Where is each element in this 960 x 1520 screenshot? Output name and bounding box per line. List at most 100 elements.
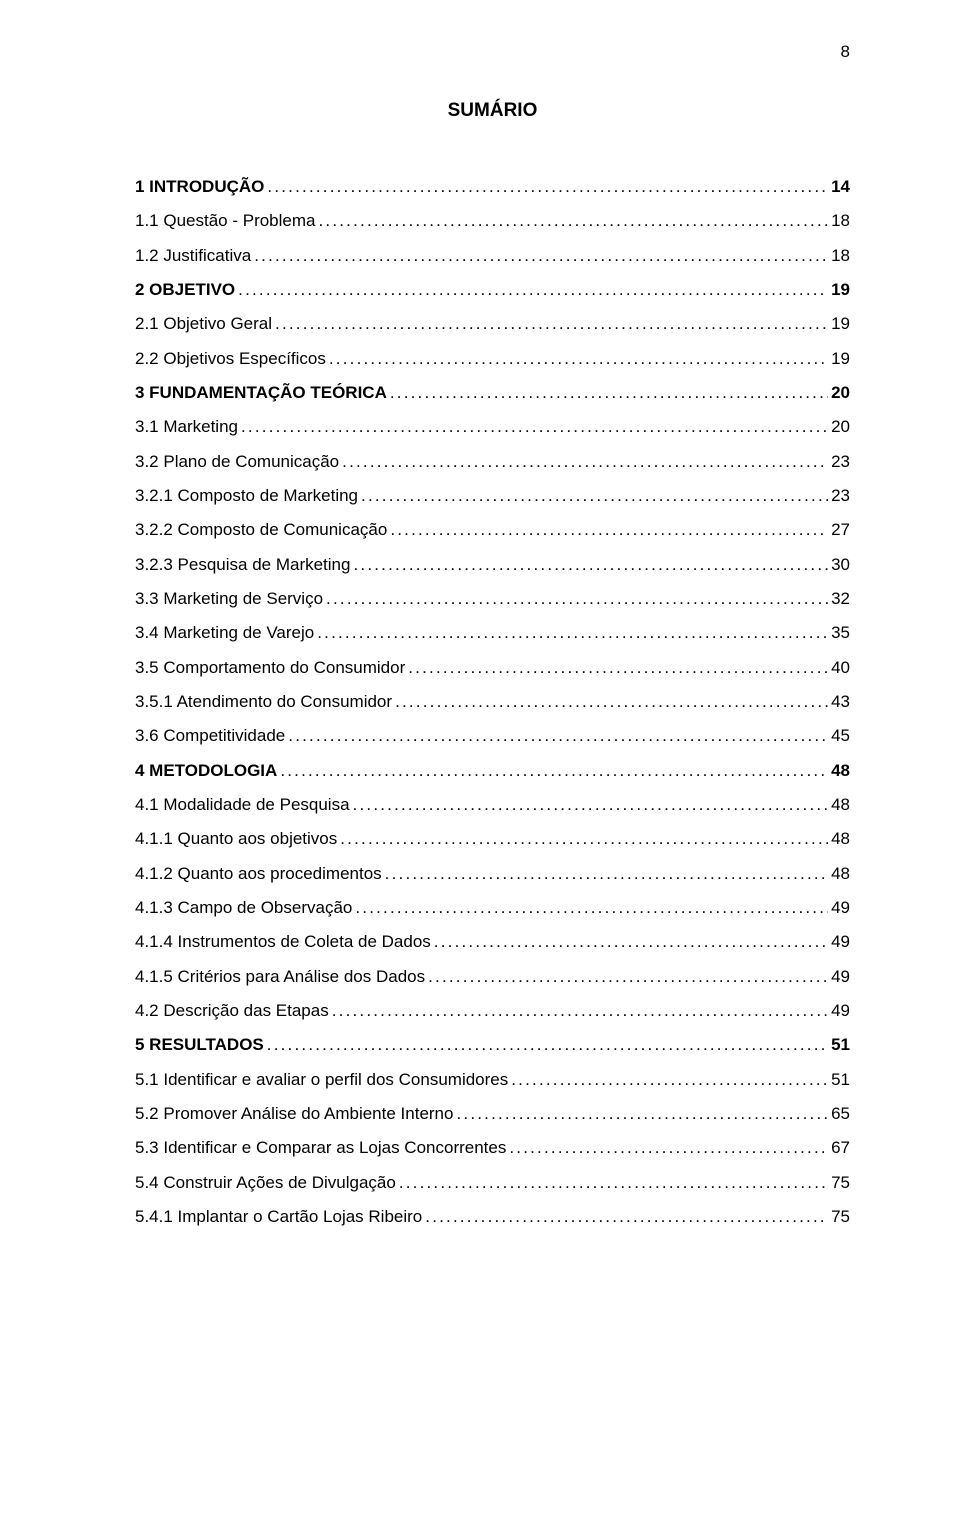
toc-entry-label: 3.2.2 Composto de Comunicação bbox=[135, 519, 387, 542]
toc-entry-label: 3.5 Comportamento do Consumidor bbox=[135, 657, 405, 680]
toc-leader-dots bbox=[425, 1206, 828, 1229]
toc-leader-dots bbox=[509, 1137, 828, 1160]
toc-row: 5.4.1 Implantar o Cartão Lojas Ribeiro 7… bbox=[135, 1206, 850, 1229]
toc-leader-dots bbox=[267, 176, 828, 199]
toc-entry-label: 4.1.3 Campo de Observação bbox=[135, 897, 352, 920]
toc-entry-label: 4.1 Modalidade de Pesquisa bbox=[135, 794, 350, 817]
toc-entry-label: 3.2.1 Composto de Marketing bbox=[135, 485, 358, 508]
toc-row: 3.1 Marketing 20 bbox=[135, 416, 850, 439]
toc-leader-dots bbox=[399, 1172, 828, 1195]
toc-entry-label: 4.1.5 Critérios para Análise dos Dados bbox=[135, 966, 425, 989]
toc-row: 3 FUNDAMENTAÇÃO TEÓRICA 20 bbox=[135, 382, 850, 405]
toc-entry-page: 51 bbox=[831, 1069, 850, 1092]
toc-entry-label: 1.1 Questão - Problema bbox=[135, 210, 315, 233]
toc-entry-page: 51 bbox=[831, 1034, 850, 1057]
toc-leader-dots bbox=[254, 245, 828, 268]
toc-entry-label: 3.2.3 Pesquisa de Marketing bbox=[135, 554, 350, 577]
toc-entry-label: 2.2 Objetivos Específicos bbox=[135, 348, 326, 371]
toc-entry-label: 4.2 Descrição das Etapas bbox=[135, 1000, 329, 1023]
toc-entry-page: 67 bbox=[831, 1137, 850, 1160]
toc-row: 5 RESULTADOS 51 bbox=[135, 1034, 850, 1057]
toc-entry-page: 20 bbox=[831, 416, 850, 439]
toc-entry-page: 19 bbox=[831, 279, 850, 302]
toc-entry-label: 4.1.1 Quanto aos objetivos bbox=[135, 828, 337, 851]
toc-leader-dots bbox=[361, 485, 828, 508]
toc-entry-page: 30 bbox=[831, 554, 850, 577]
toc-entry-label: 3.2 Plano de Comunicação bbox=[135, 451, 339, 474]
toc-entry-page: 48 bbox=[831, 760, 850, 783]
toc-entry-label: 2 OBJETIVO bbox=[135, 279, 235, 302]
toc-row: 3.5 Comportamento do Consumidor 40 bbox=[135, 657, 850, 680]
table-of-contents: 1 INTRODUÇÃO 14 1.1 Questão - Problema 18… bbox=[135, 176, 850, 1229]
toc-leader-dots bbox=[390, 519, 828, 542]
page-number: 8 bbox=[841, 42, 850, 62]
toc-row: 4.2 Descrição das Etapas 49 bbox=[135, 1000, 850, 1023]
toc-row: 3.2.3 Pesquisa de Marketing 30 bbox=[135, 554, 850, 577]
toc-row: 2.2 Objetivos Específicos 19 bbox=[135, 348, 850, 371]
toc-leader-dots bbox=[326, 588, 828, 611]
toc-entry-page: 49 bbox=[831, 1000, 850, 1023]
toc-entry-page: 48 bbox=[831, 794, 850, 817]
toc-leader-dots bbox=[428, 966, 828, 989]
toc-entry-page: 19 bbox=[831, 313, 850, 336]
toc-entry-page: 75 bbox=[831, 1172, 850, 1195]
toc-entry-page: 23 bbox=[831, 451, 850, 474]
toc-entry-label: 2.1 Objetivo Geral bbox=[135, 313, 272, 336]
toc-leader-dots bbox=[511, 1069, 828, 1092]
toc-row: 1.1 Questão - Problema 18 bbox=[135, 210, 850, 233]
toc-row: 4.1.3 Campo de Observação 49 bbox=[135, 897, 850, 920]
toc-entry-page: 45 bbox=[831, 725, 850, 748]
toc-leader-dots bbox=[275, 313, 828, 336]
toc-entry-page: 43 bbox=[831, 691, 850, 714]
toc-entry-label: 5 RESULTADOS bbox=[135, 1034, 264, 1057]
toc-row: 4.1.2 Quanto aos procedimentos 48 bbox=[135, 863, 850, 886]
toc-row: 3.2 Plano de Comunicação 23 bbox=[135, 451, 850, 474]
toc-leader-dots bbox=[390, 382, 828, 405]
toc-leader-dots bbox=[355, 897, 828, 920]
toc-leader-dots bbox=[385, 863, 828, 886]
toc-entry-label: 3.4 Marketing de Varejo bbox=[135, 622, 314, 645]
toc-entry-page: 49 bbox=[831, 966, 850, 989]
toc-row: 4 METODOLOGIA 48 bbox=[135, 760, 850, 783]
toc-row: 3.3 Marketing de Serviço 32 bbox=[135, 588, 850, 611]
toc-entry-label: 5.1 Identificar e avaliar o perfil dos C… bbox=[135, 1069, 508, 1092]
toc-entry-label: 1.2 Justificativa bbox=[135, 245, 251, 268]
toc-entry-page: 65 bbox=[831, 1103, 850, 1126]
toc-leader-dots bbox=[318, 210, 828, 233]
toc-entry-label: 5.2 Promover Análise do Ambiente Interno bbox=[135, 1103, 453, 1126]
toc-row: 3.2.1 Composto de Marketing 23 bbox=[135, 485, 850, 508]
toc-entry-page: 49 bbox=[831, 897, 850, 920]
toc-leader-dots bbox=[288, 725, 828, 748]
toc-row: 3.4 Marketing de Varejo 35 bbox=[135, 622, 850, 645]
toc-entry-label: 4.1.2 Quanto aos procedimentos bbox=[135, 863, 382, 886]
toc-entry-page: 75 bbox=[831, 1206, 850, 1229]
toc-row: 2 OBJETIVO 19 bbox=[135, 279, 850, 302]
toc-entry-label: 3.6 Competitividade bbox=[135, 725, 285, 748]
toc-entry-page: 27 bbox=[831, 519, 850, 542]
toc-entry-label: 5.3 Identificar e Comparar as Lojas Conc… bbox=[135, 1137, 506, 1160]
toc-entry-label: 1 INTRODUÇÃO bbox=[135, 176, 264, 199]
toc-entry-page: 23 bbox=[831, 485, 850, 508]
toc-entry-page: 40 bbox=[831, 657, 850, 680]
toc-leader-dots bbox=[395, 691, 828, 714]
toc-row: 5.2 Promover Análise do Ambiente Interno… bbox=[135, 1103, 850, 1126]
toc-row: 3.6 Competitividade 45 bbox=[135, 725, 850, 748]
toc-leader-dots bbox=[238, 279, 828, 302]
toc-leader-dots bbox=[342, 451, 828, 474]
toc-leader-dots bbox=[267, 1034, 828, 1057]
toc-entry-label: 4 METODOLOGIA bbox=[135, 760, 277, 783]
toc-row: 4.1 Modalidade de Pesquisa 48 bbox=[135, 794, 850, 817]
toc-leader-dots bbox=[329, 348, 828, 371]
toc-entry-page: 49 bbox=[831, 931, 850, 954]
toc-leader-dots bbox=[456, 1103, 828, 1126]
toc-leader-dots bbox=[353, 554, 828, 577]
toc-leader-dots bbox=[317, 622, 828, 645]
toc-row: 4.1.4 Instrumentos de Coleta de Dados 49 bbox=[135, 931, 850, 954]
toc-entry-page: 18 bbox=[831, 245, 850, 268]
toc-entry-page: 19 bbox=[831, 348, 850, 371]
toc-leader-dots bbox=[340, 828, 828, 851]
toc-entry-page: 14 bbox=[831, 176, 850, 199]
toc-row: 5.4 Construir Ações de Divulgação 75 bbox=[135, 1172, 850, 1195]
toc-title: SUMÁRIO bbox=[135, 100, 850, 122]
toc-entry-page: 48 bbox=[831, 828, 850, 851]
